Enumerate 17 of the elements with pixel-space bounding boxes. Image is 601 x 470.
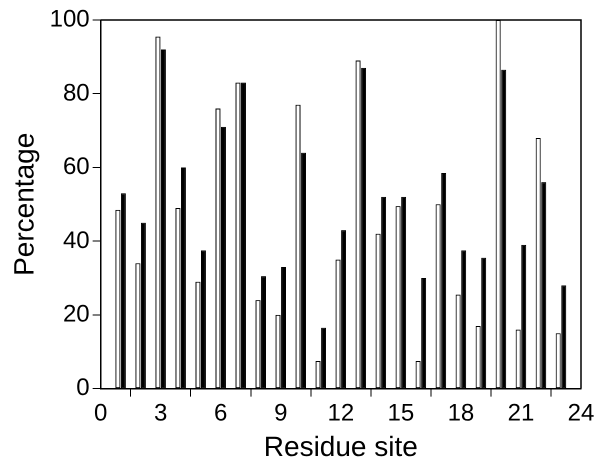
y-tick-label: 60 bbox=[62, 153, 90, 180]
x-tick-label: 0 bbox=[94, 400, 108, 427]
x-tick-label: 3 bbox=[154, 400, 168, 427]
y-axis-title: Percentage bbox=[8, 132, 40, 276]
x-tick-label: 21 bbox=[508, 400, 534, 427]
y-tick-label: 100 bbox=[50, 6, 90, 33]
y-tick-label: 40 bbox=[62, 226, 90, 254]
x-tick-label: 12 bbox=[327, 400, 354, 427]
x-axis-title: Residue site bbox=[264, 430, 418, 462]
x-tick-label: 9 bbox=[274, 400, 288, 427]
x-tick-label: 24 bbox=[568, 400, 594, 427]
x-tick-label: 18 bbox=[448, 400, 474, 427]
y-tick-label: 0 bbox=[76, 374, 90, 402]
y-tick-label: 20 bbox=[62, 300, 90, 328]
x-tick-label: 15 bbox=[388, 400, 414, 427]
x-tick-label: 6 bbox=[214, 400, 228, 427]
y-tick-label: 80 bbox=[62, 79, 90, 106]
